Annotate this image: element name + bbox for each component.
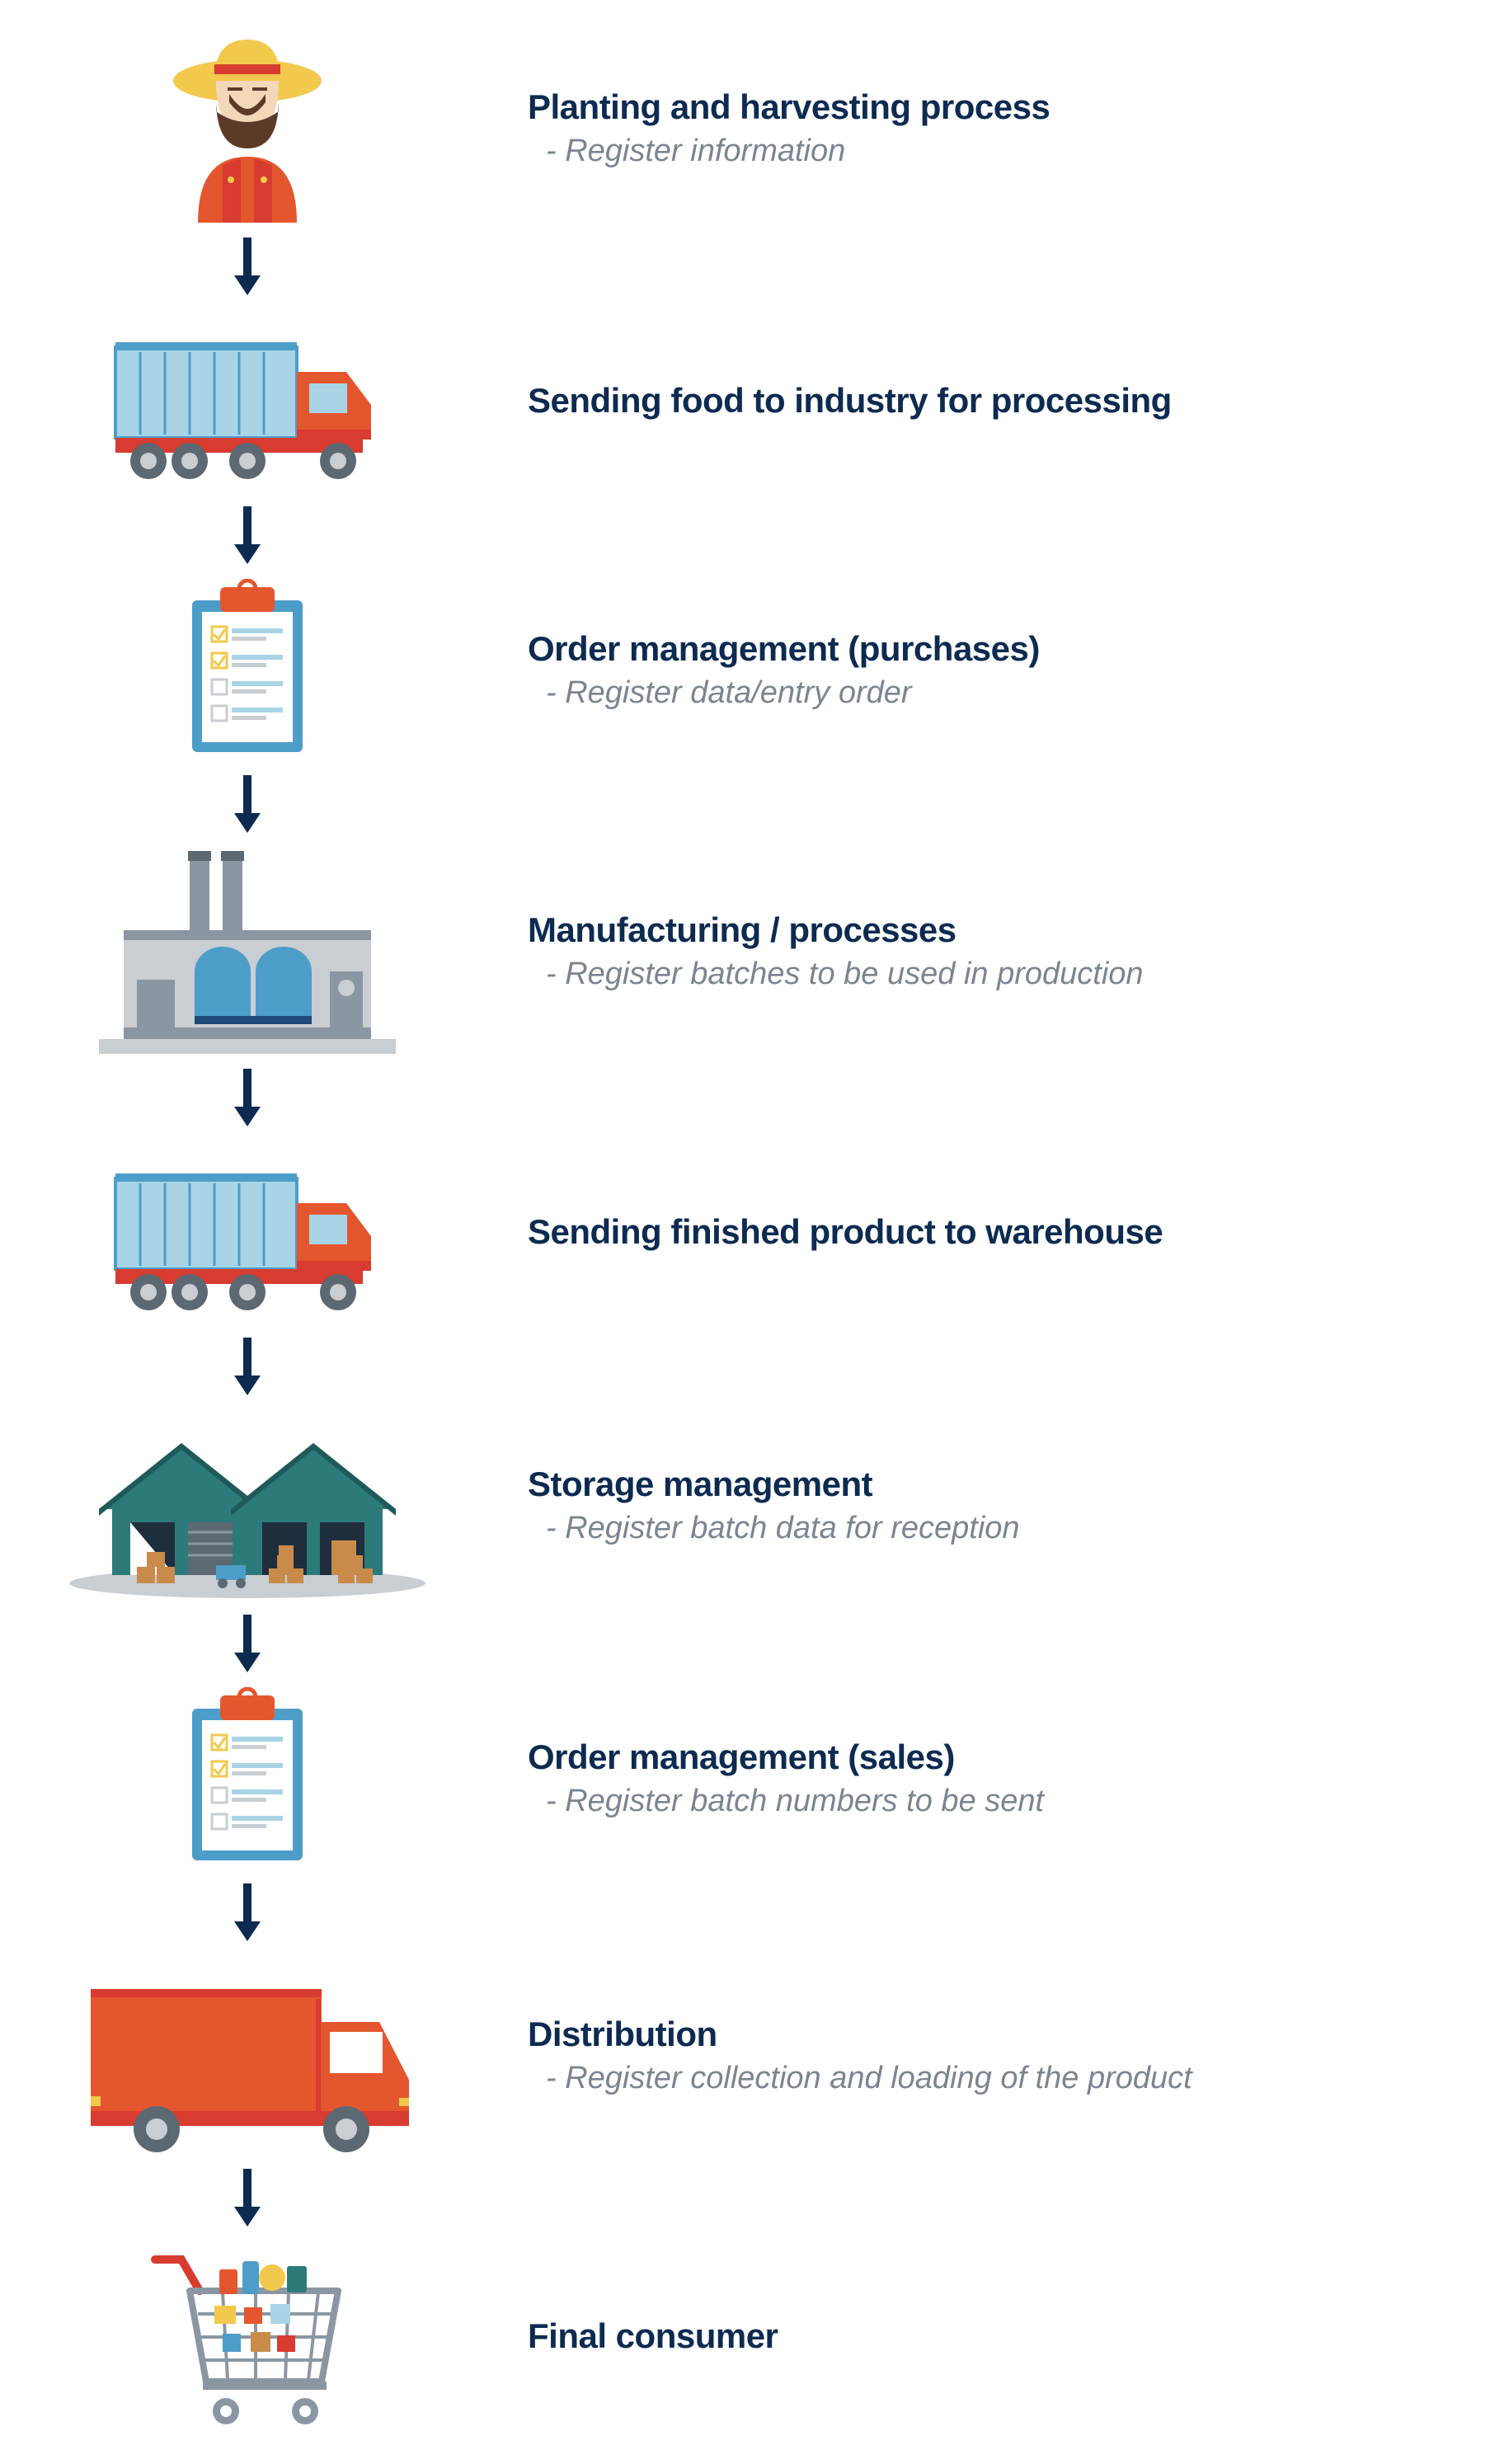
arrow-down <box>0 1883 495 1941</box>
arrow-down <box>0 506 495 564</box>
arrow-down <box>0 1069 495 1126</box>
step-title: Planting and harvesting process <box>528 87 1490 127</box>
step-title: Sending food to industry for processing <box>528 381 1490 421</box>
step-subtitle: - Register collection and loading of the… <box>528 2061 1490 2096</box>
step-storage: Storage management - Register batch data… <box>0 1410 1490 1600</box>
step-distribution: Distribution - Register collection and l… <box>0 1956 1490 2154</box>
step-subtitle: - Register information <box>528 134 1490 169</box>
step-subtitle: - Register data/entry order <box>528 675 1490 711</box>
truck-icon <box>107 1154 388 1310</box>
step-title: Final consumer <box>528 2316 1490 2356</box>
step-title: Storage management <box>528 1465 1490 1504</box>
arrow-down <box>0 1615 495 1672</box>
step-title: Order management (sales) <box>528 1737 1490 1777</box>
step-subtitle: - Register batch data for reception <box>528 1511 1490 1546</box>
shopping-cart-icon <box>140 2241 355 2431</box>
step-farmer: Planting and harvesting process - Regist… <box>0 33 1490 223</box>
step-truck-to-industry: Sending food to industry for processing <box>0 310 1490 491</box>
arrow-down <box>0 237 495 295</box>
arrow-down <box>0 2169 495 2227</box>
step-manufacturing: Manufacturing / processes - Register bat… <box>0 848 1490 1054</box>
step-title: Distribution <box>528 2015 1490 2054</box>
supply-chain-flowchart: Planting and harvesting process - Regist… <box>0 33 1490 2431</box>
warehouse-icon <box>66 1410 429 1600</box>
step-title: Sending finished product to warehouse <box>528 1212 1490 1252</box>
step-consumer: Final consumer <box>0 2241 1490 2431</box>
step-title: Manufacturing / processes <box>528 910 1490 950</box>
step-truck-to-warehouse: Sending finished product to warehouse <box>0 1141 1490 1323</box>
step-title: Order management (purchases) <box>528 629 1490 669</box>
arrow-down <box>0 775 495 833</box>
truck-icon <box>107 322 388 479</box>
factory-icon <box>99 848 396 1054</box>
step-subtitle: - Register batch numbers to be sent <box>528 1784 1490 1819</box>
clipboard-icon <box>177 579 317 760</box>
van-icon <box>74 1956 421 2154</box>
arrow-down <box>0 1338 495 1395</box>
step-subtitle: - Register batches to be used in product… <box>528 957 1490 992</box>
step-order-sales: Order management (sales) - Register batc… <box>0 1687 1490 1869</box>
farmer-icon <box>157 33 338 223</box>
clipboard-icon <box>177 1687 317 1869</box>
step-order-purchases: Order management (purchases) - Register … <box>0 579 1490 760</box>
